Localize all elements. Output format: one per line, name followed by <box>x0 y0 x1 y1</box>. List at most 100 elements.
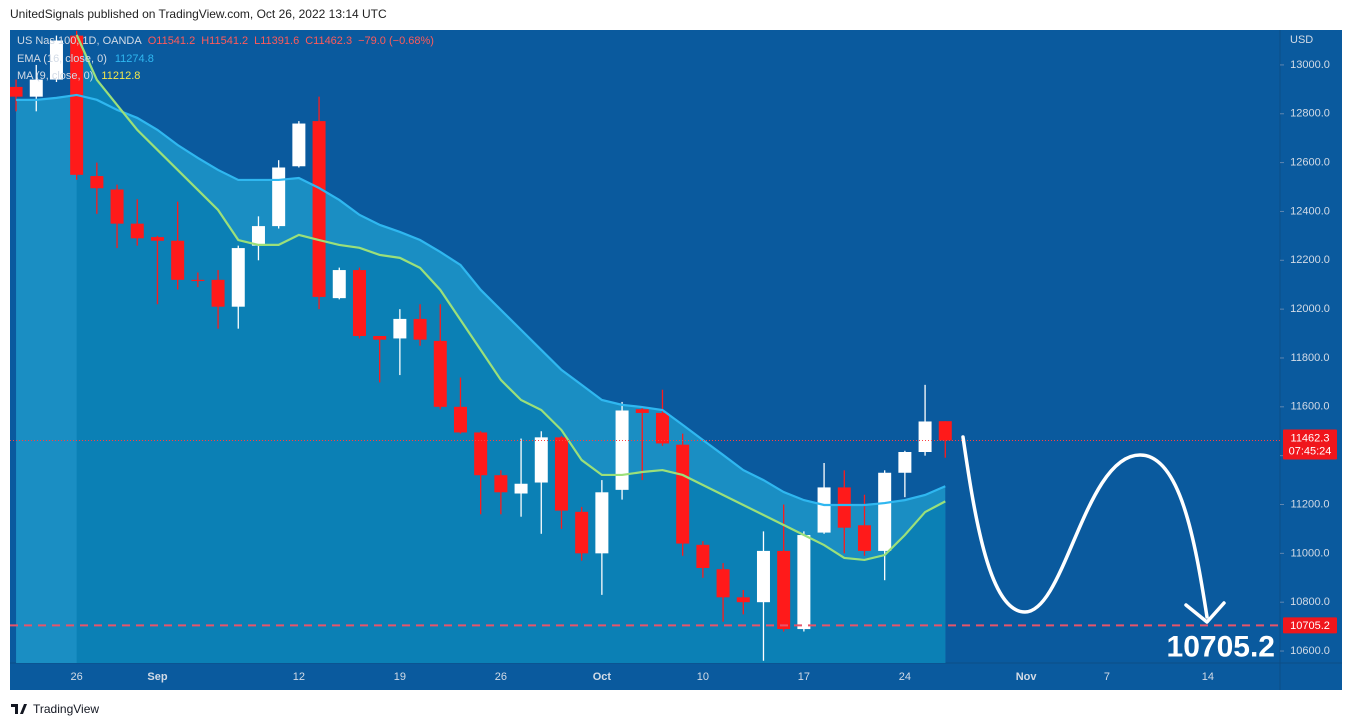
candle-body <box>373 335 387 340</box>
candle-body <box>938 421 952 441</box>
target-annotation: 10705.2 <box>1167 630 1275 663</box>
projection-arrowhead <box>1184 601 1226 624</box>
y-tick-label: 12800.0 <box>1290 108 1330 120</box>
candle-body <box>777 550 791 630</box>
target-badge <box>1283 617 1337 634</box>
candle-body <box>150 237 164 241</box>
x-tick-label: Nov <box>1016 671 1038 683</box>
legend-value: 11212.8 <box>101 70 140 82</box>
overlay: USD10600.010800.011000.011200.011400.011… <box>10 34 1337 683</box>
logo <box>11 704 27 714</box>
y-tick-label: 13000.0 <box>1290 59 1330 71</box>
candle-body <box>312 121 326 297</box>
x-tick-label: 7 <box>1104 671 1110 683</box>
candle-body <box>413 318 427 340</box>
indicator-line <box>16 93 946 507</box>
y-tick-label: 12200.0 <box>1290 254 1330 266</box>
candle-body <box>292 123 306 167</box>
current-price-badge <box>1283 429 1337 460</box>
x-tick-label: 14 <box>1202 671 1214 683</box>
indicator-area <box>76 34 946 663</box>
y-tick-label: 11000.0 <box>1291 547 1330 559</box>
candle-body <box>837 487 851 528</box>
x-tick-label: 10 <box>697 671 709 683</box>
indicator-areas <box>16 34 946 663</box>
candle-body <box>615 410 629 490</box>
footer-brand: TradingView <box>33 702 99 716</box>
y-tick-label: 10800.0 <box>1290 596 1330 608</box>
candle-body <box>251 226 265 246</box>
candle-body <box>736 597 750 603</box>
ohlc-value: −79.0 (−0.68%) <box>358 35 434 47</box>
candle-body <box>534 437 548 483</box>
candle-body <box>70 35 84 175</box>
candles <box>10 30 952 661</box>
candle-body <box>474 432 488 476</box>
candle-body <box>716 569 730 598</box>
candle-body <box>696 544 710 569</box>
candle-body <box>272 167 286 227</box>
candle-body <box>635 409 649 413</box>
candle-body <box>797 535 811 630</box>
x-tick-label: Oct <box>593 671 612 683</box>
publisher-line: UnitedSignals published on TradingView.c… <box>10 7 387 21</box>
candle-body <box>110 189 124 224</box>
current-price-label: 11462.3 <box>1291 432 1330 444</box>
legend-value: 11274.8 <box>115 53 154 65</box>
candle-body <box>575 511 589 554</box>
countdown-label: 07:45:24 <box>1289 445 1332 457</box>
y-tick-label: 12000.0 <box>1290 303 1330 315</box>
candle-body <box>352 270 366 336</box>
target-badge-label: 10705.2 <box>1290 620 1330 632</box>
candle-body <box>171 240 185 280</box>
candle-body <box>453 406 467 433</box>
candle-body <box>49 40 63 80</box>
candle-body <box>494 475 508 493</box>
legend-entry: EMA (16, close, 0) 11274.8 <box>17 53 154 65</box>
candle-body <box>857 525 871 551</box>
legend-symbol: US Nas 100, 1D, OANDA O11541.2 H11541.2 L11… <box>17 35 434 47</box>
legend-name: MA (9, close, 0) <box>17 70 93 82</box>
candle-body <box>191 279 205 282</box>
candle-body <box>898 452 912 473</box>
x-tick-label: 24 <box>899 671 911 683</box>
candle-body <box>90 176 104 189</box>
x-tick-label: 17 <box>798 671 810 683</box>
candle-body <box>332 270 346 299</box>
candle-body <box>595 492 609 554</box>
x-tick-label: 12 <box>293 671 305 683</box>
candle-body <box>514 483 528 494</box>
ohlc-value: C11462.3 <box>305 35 352 47</box>
ohlc-value: O11541.2 <box>148 35 196 47</box>
symbol: US Nas 100, 1D, OANDA <box>17 35 142 47</box>
y-tick-label: 12400.0 <box>1290 205 1330 217</box>
ohlc-value: L11391.6 <box>254 35 299 47</box>
candle-body <box>231 248 245 307</box>
candle-body <box>433 340 447 407</box>
x-tick-label: 26 <box>71 671 83 683</box>
y-tick-label: 11800.0 <box>1291 352 1330 364</box>
projection-curve <box>961 435 1209 619</box>
candle-body <box>393 318 407 339</box>
x-tick-label: Sep <box>147 671 167 683</box>
legend-name: EMA (16, close, 0) <box>17 53 107 65</box>
x-tick-label: 26 <box>495 671 507 683</box>
candle-body <box>554 437 568 511</box>
indicator-line <box>75 34 946 562</box>
candle-body <box>756 550 770 603</box>
y-tick-label: 11200.0 <box>1291 498 1330 510</box>
candle-body <box>10 86 23 97</box>
currency-label: USD <box>1290 34 1313 46</box>
candle-body <box>211 279 225 307</box>
candle-body <box>29 79 43 97</box>
candle-body <box>676 444 690 544</box>
x-tick-label: 19 <box>394 671 406 683</box>
candle-body <box>655 412 669 444</box>
candle-body <box>130 223 144 239</box>
candle-body <box>878 472 892 551</box>
legend-entry: MA (9, close, 0) 11212.8 <box>17 70 140 82</box>
ohlc-value: H11541.2 <box>201 35 248 47</box>
candle-body <box>918 421 932 452</box>
